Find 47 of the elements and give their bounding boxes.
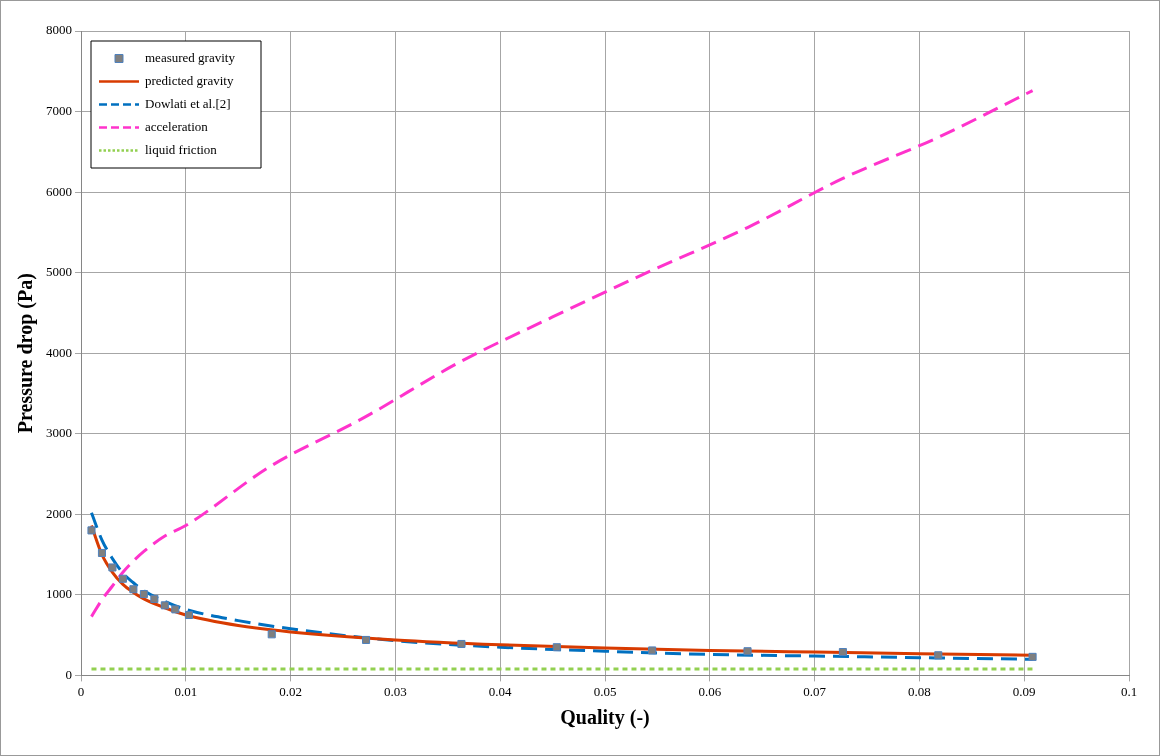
y-tick-label: 2000: [46, 505, 72, 521]
x-tick-label: 0: [77, 683, 85, 699]
line-series: [89, 89, 1035, 619]
y-tick-label: 8000: [46, 22, 72, 38]
point: [934, 651, 943, 660]
point: [743, 647, 752, 656]
legend-label: liquid friction: [145, 141, 218, 157]
point: [129, 585, 138, 594]
x-tick-label: 0.01: [174, 683, 198, 699]
x-tick-label: 0.07: [803, 683, 827, 699]
legend-label: Dowlati et al.[2]: [145, 95, 231, 111]
y-tick-label: 4000: [46, 344, 72, 360]
y-tick-label: 6000: [46, 183, 72, 199]
legend-label: predicted gravity: [145, 72, 234, 88]
point: [160, 601, 169, 610]
x-axis-title: Quality (-): [560, 706, 650, 730]
x-tick-label: 0.1: [1120, 683, 1138, 699]
legend-label: measured gravity: [145, 49, 236, 65]
y-tick-label: 7000: [46, 102, 72, 118]
x-tick-label: 0.09: [1012, 683, 1036, 699]
x-tick-label: 0.02: [279, 683, 302, 699]
point: [362, 635, 371, 644]
y-tick-label: 3000: [46, 425, 72, 441]
x-tick-label: 0.05: [593, 683, 617, 699]
x-tick-label: 0.03: [384, 683, 407, 699]
x-tick-label: 0.04: [488, 683, 513, 699]
point: [648, 646, 657, 655]
y-tick-label: 5000: [46, 264, 72, 280]
point: [150, 594, 159, 603]
y-tick-label: 0: [65, 666, 72, 682]
x-tick-label: 0.06: [698, 683, 722, 699]
point: [184, 610, 193, 620]
legend-label: acceleration: [145, 118, 209, 134]
point: [457, 639, 466, 649]
point: [139, 590, 148, 599]
point: [838, 648, 847, 657]
point: [97, 548, 106, 557]
point: [552, 643, 561, 652]
y-tick-label: 1000: [46, 586, 72, 602]
point: [108, 563, 117, 572]
x-tick-label: 0.08: [908, 683, 931, 699]
point: [118, 574, 127, 583]
point: [267, 630, 276, 639]
point: [87, 526, 96, 535]
point: [1028, 652, 1037, 661]
point: [171, 605, 180, 614]
y-axis-title: Pressure drop (Pa): [14, 273, 38, 434]
